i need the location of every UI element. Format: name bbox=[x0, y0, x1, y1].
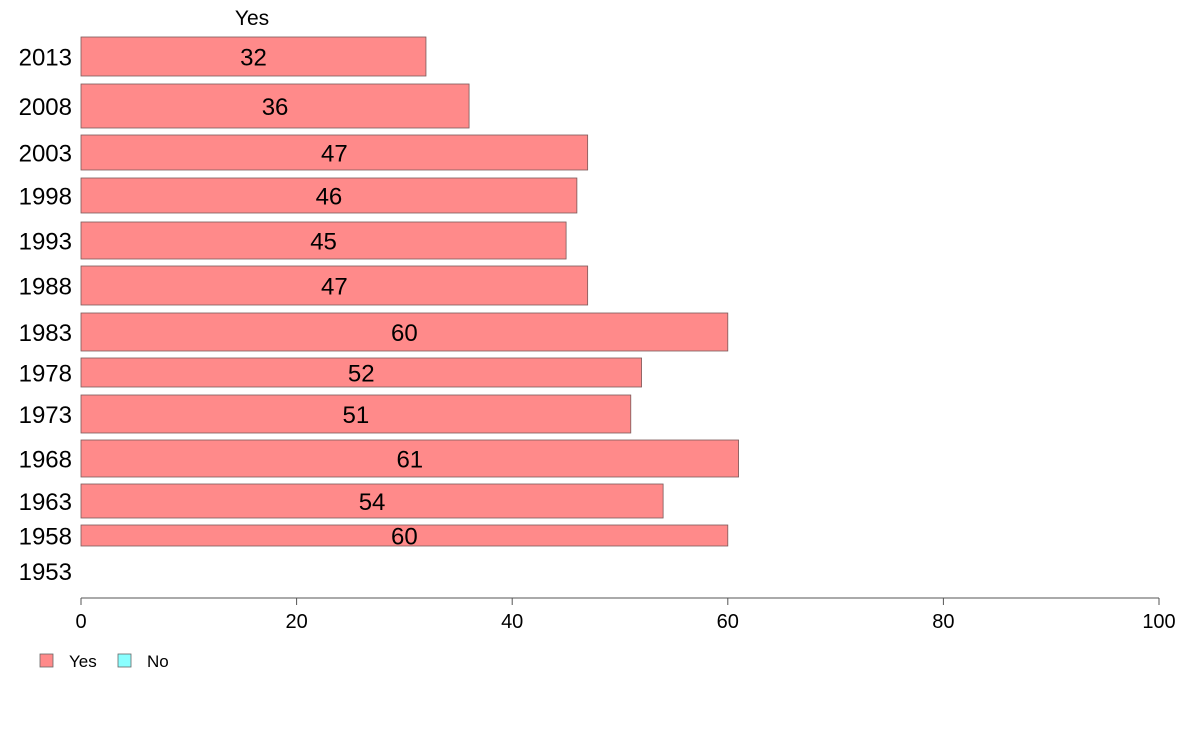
bar-value-label: 60 bbox=[391, 524, 418, 551]
bar-value-label: 61 bbox=[396, 447, 423, 474]
bar-value-label: 52 bbox=[348, 361, 375, 388]
bar bbox=[80, 312, 729, 352]
bar-value-label: 47 bbox=[321, 274, 348, 301]
x-tick-label: 0 bbox=[75, 611, 86, 633]
category-label: 2013 bbox=[19, 45, 72, 72]
category-label: 1983 bbox=[19, 320, 72, 347]
x-axis: 0 20 40 60 80 100 bbox=[75, 597, 1176, 633]
x-tick-label: 60 bbox=[717, 611, 739, 633]
bar bbox=[80, 524, 729, 547]
legend: Yes No bbox=[39, 652, 169, 671]
bar bbox=[80, 439, 739, 478]
category-label: 1968 bbox=[19, 447, 72, 474]
bar bbox=[80, 36, 427, 77]
bar bbox=[80, 394, 632, 434]
bar bbox=[80, 483, 664, 519]
x-tick-label: 40 bbox=[501, 611, 523, 633]
bar-value-label: 32 bbox=[240, 45, 267, 72]
bar-value-label: 60 bbox=[391, 320, 418, 347]
bar bbox=[80, 221, 567, 260]
x-tick-label: 20 bbox=[285, 611, 307, 633]
category-label: 2003 bbox=[19, 141, 72, 168]
bar-value-label: 51 bbox=[343, 402, 370, 429]
bar bbox=[80, 177, 578, 214]
legend-swatch bbox=[39, 653, 54, 668]
bar bbox=[80, 134, 589, 171]
bar bbox=[80, 265, 589, 306]
x-tick-label: 80 bbox=[932, 611, 954, 633]
category-label: 2008 bbox=[19, 94, 72, 121]
legend-swatch bbox=[117, 653, 132, 668]
category-label: 1988 bbox=[19, 274, 72, 301]
bar bbox=[80, 357, 642, 388]
category-label: 1998 bbox=[19, 184, 72, 211]
panel-title: Yes bbox=[235, 7, 269, 30]
bar-value-label: 36 bbox=[262, 94, 289, 121]
category-label: 1958 bbox=[19, 524, 72, 551]
x-tick-label: 100 bbox=[1142, 611, 1175, 633]
bar-value-label: 46 bbox=[316, 184, 343, 211]
category-labels: 2013 2008 2003 1998 1993 1988 1983 1978 1973 1968… bbox=[19, 45, 72, 587]
bar-value-label: 47 bbox=[321, 141, 348, 168]
category-label: 1993 bbox=[19, 229, 72, 256]
bar bbox=[80, 83, 470, 129]
category-label: 1973 bbox=[19, 402, 72, 429]
legend-label: Yes bbox=[69, 652, 97, 671]
category-label: 1953 bbox=[19, 559, 72, 586]
bar-value-label: 54 bbox=[359, 489, 386, 516]
legend-label: No bbox=[147, 652, 169, 671]
category-label: 1963 bbox=[19, 489, 72, 516]
bar-value-label: 45 bbox=[310, 229, 337, 256]
category-label: 1978 bbox=[19, 361, 72, 388]
